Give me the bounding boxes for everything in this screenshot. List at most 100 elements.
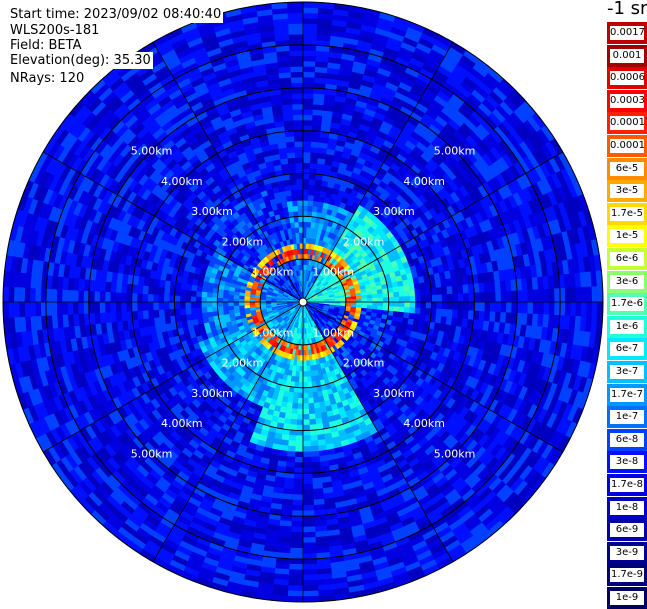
data-cell xyxy=(367,298,372,302)
data-cell xyxy=(533,302,539,314)
data-cell xyxy=(290,543,303,549)
data-cell xyxy=(303,511,314,517)
data-cell xyxy=(303,184,309,190)
data-cell xyxy=(415,296,421,302)
data-cell xyxy=(576,302,582,317)
data-cell xyxy=(303,200,308,206)
data-cell xyxy=(249,302,255,305)
data-cell xyxy=(233,302,238,306)
data-cell xyxy=(294,473,303,479)
data-cell xyxy=(292,500,303,506)
data-cell xyxy=(291,414,297,420)
data-cell xyxy=(290,419,297,425)
data-cell xyxy=(522,302,528,314)
data-cell xyxy=(294,479,304,485)
data-cell xyxy=(148,310,154,318)
data-cell xyxy=(463,285,469,294)
data-cell xyxy=(303,559,317,565)
data-cell xyxy=(310,435,318,441)
data-cell xyxy=(533,290,539,302)
data-cell xyxy=(303,173,310,179)
data-cell xyxy=(290,553,304,559)
data-cell xyxy=(303,141,311,147)
data-cell xyxy=(437,295,443,302)
data-cell xyxy=(287,596,303,602)
data-cell xyxy=(311,147,319,153)
data-cell xyxy=(297,420,303,426)
data-cell xyxy=(289,570,303,576)
data-cell xyxy=(303,543,316,549)
data-cell xyxy=(512,291,518,302)
data-cell xyxy=(303,61,316,67)
data-cell xyxy=(303,56,316,62)
data-cell xyxy=(303,109,313,115)
data-cell xyxy=(303,50,316,56)
data-cell xyxy=(239,302,245,305)
data-cell xyxy=(290,548,303,554)
data-cell xyxy=(592,302,598,317)
data-cell xyxy=(303,147,311,153)
data-cell xyxy=(311,136,320,142)
data-cell xyxy=(303,361,306,367)
data-cell xyxy=(159,309,165,317)
data-cell xyxy=(303,548,316,554)
data-cell xyxy=(442,302,448,310)
data-cell xyxy=(303,527,315,533)
data-cell xyxy=(442,309,448,317)
data-cell xyxy=(185,308,191,314)
data-cell xyxy=(303,72,315,78)
data-cell xyxy=(307,377,312,383)
data-cell xyxy=(398,286,404,292)
data-cell xyxy=(207,307,213,312)
data-cell xyxy=(303,372,307,378)
data-cell xyxy=(303,404,309,410)
data-cell xyxy=(565,302,571,316)
data-cell xyxy=(587,302,593,317)
data-cell xyxy=(303,7,318,13)
data-cell xyxy=(303,98,314,104)
data-cell xyxy=(303,398,308,404)
data-cell xyxy=(294,468,303,474)
data-cell xyxy=(303,232,307,237)
data-cell xyxy=(560,302,566,316)
data-cell xyxy=(597,286,603,302)
data-cell xyxy=(464,302,470,311)
data-cell xyxy=(447,294,453,302)
data-cell xyxy=(308,211,313,217)
data-cell xyxy=(303,489,313,495)
data-cell xyxy=(388,293,394,298)
data-cell xyxy=(287,446,295,452)
data-cell xyxy=(581,287,587,302)
data-cell xyxy=(538,289,544,302)
data-cell xyxy=(549,289,555,302)
data-cell xyxy=(308,403,314,409)
data-cell xyxy=(506,291,512,302)
data-cell xyxy=(415,290,421,296)
data-cell xyxy=(496,292,502,302)
data-cell xyxy=(303,591,318,597)
data-cell xyxy=(303,163,310,169)
data-cell xyxy=(295,446,303,452)
data-cell xyxy=(311,446,319,452)
data-cell xyxy=(244,302,249,305)
data-cell xyxy=(297,409,303,415)
data-cell xyxy=(303,206,308,212)
data-cell xyxy=(303,77,315,83)
data-cell xyxy=(307,382,312,388)
data-cell xyxy=(404,307,410,313)
data-cell xyxy=(313,397,319,403)
data-cell xyxy=(484,282,490,292)
data-cell xyxy=(399,302,405,307)
data-cell xyxy=(437,302,443,309)
data-cell xyxy=(452,310,458,318)
data-cell xyxy=(469,302,475,311)
data-cell xyxy=(153,310,159,318)
data-cell xyxy=(458,285,464,294)
data-cell xyxy=(415,302,421,308)
data-cell xyxy=(303,457,311,463)
data-cell xyxy=(294,387,299,393)
data-cell xyxy=(289,564,303,570)
data-cell xyxy=(410,308,416,314)
data-cell xyxy=(309,179,316,185)
